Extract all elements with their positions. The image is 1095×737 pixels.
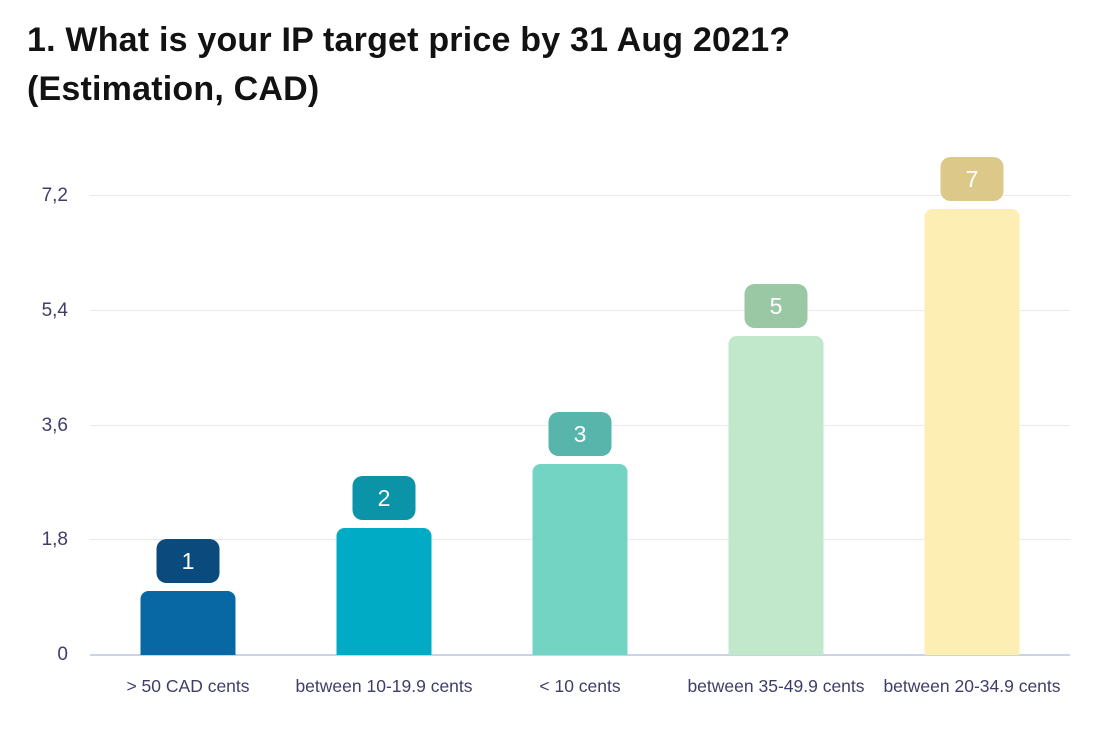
x-axis-baseline [90,654,1070,656]
gridline [90,309,1070,311]
y-axis-tick-label: 3,6 [41,414,68,436]
bar-column: 2 between 10-19.9 cents [286,196,482,696]
bar-column: 5 between 35-49.9 cents [678,196,874,696]
chart-title-line-2: (Estimation, CAD) [27,70,320,108]
x-axis-label: > 50 CAD cents [126,676,250,696]
bar-column: 1 > 50 CAD cents [90,196,286,696]
gridline [90,195,1070,196]
bar [532,463,628,655]
x-axis-label: between 35-49.9 cents [687,676,865,696]
bar-value-badge: 3 [548,411,612,456]
x-axis-label: between 10-19.9 cents [295,676,473,696]
y-axis-tick-label: 5,4 [41,299,68,321]
x-axis-label: between 20-34.9 cents [883,676,1061,696]
bar-value-badge: 1 [156,539,220,584]
plot-area: 0 1,8 3,6 5,4 7,2 1 > 50 CAD cents 2 between 10-… [42,156,1070,696]
bar [140,591,236,655]
bar [728,336,824,655]
bar-value-badge: 7 [940,156,1004,201]
bar-value-badge: 2 [352,475,416,520]
chart-title-line-1: 1. What is your IP target price by 31 Au… [27,21,791,59]
x-axis-label: < 10 cents [539,676,621,696]
bar-column: 3 < 10 cents [482,196,678,696]
bar [924,208,1020,655]
y-axis-tick-label: 0 [57,644,68,665]
y-axis-tick-label: 7,2 [41,185,68,206]
y-axis-tick-label: 1,8 [41,529,68,551]
bar [336,527,432,655]
chart-title: 1. What is your IP target price by 31 Au… [27,16,1047,114]
bar-value-badge: 5 [744,284,808,329]
bar-column: 7 between 20-34.9 cents [874,156,1070,696]
